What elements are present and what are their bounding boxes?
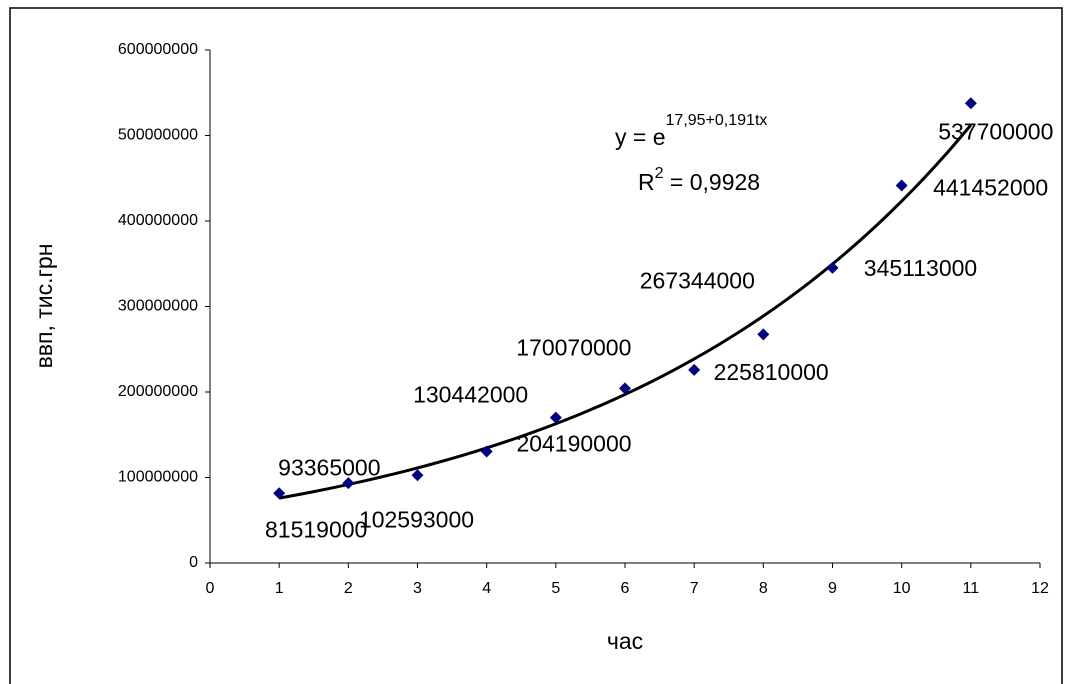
- r2-text: = 0,9928: [664, 169, 761, 195]
- r2-exponent: 2: [655, 165, 664, 182]
- data-point: [480, 445, 493, 458]
- x-tick-label: 5: [551, 580, 560, 597]
- data-point: [411, 469, 424, 482]
- trend-equation: y = e17,95+0,191tx: [615, 112, 767, 150]
- chart-frame: [9, 7, 1063, 684]
- data-label: 102593000: [359, 506, 474, 532]
- data-label: 267344000: [640, 267, 755, 293]
- x-tick-label: 9: [828, 580, 837, 597]
- x-tick-label: 10: [893, 580, 911, 597]
- data-point: [964, 97, 977, 110]
- data-label: 170070000: [516, 335, 631, 361]
- y-tick-label: 300000000: [118, 298, 198, 315]
- equation-exponent: 17,95+0,191tx: [666, 112, 768, 129]
- data-label: 225810000: [714, 359, 829, 385]
- data-label: 130442000: [413, 382, 528, 408]
- data-point: [688, 363, 701, 376]
- x-tick-label: 2: [344, 580, 353, 597]
- x-axis-title: час: [607, 628, 643, 654]
- r2-base: R: [638, 169, 655, 195]
- x-tick-label: 11: [963, 580, 980, 597]
- y-tick-label: 0: [189, 554, 198, 571]
- data-point: [549, 411, 562, 424]
- data-point: [757, 328, 770, 341]
- data-point: [273, 487, 286, 500]
- x-tick-label: 7: [690, 580, 699, 597]
- data-label: 537700000: [938, 118, 1053, 144]
- x-tick-label: 8: [759, 580, 768, 597]
- x-tick-label: 3: [413, 580, 422, 597]
- y-tick-label: 600000000: [118, 41, 198, 58]
- y-axis-title: ввп, тис.грн: [31, 244, 57, 369]
- data-label: 345113000: [864, 255, 977, 281]
- r-squared: R2 = 0,9928: [638, 165, 760, 195]
- x-tick-label: 1: [275, 580, 284, 597]
- x-tick-label: 4: [482, 580, 491, 597]
- trendline: [278, 124, 972, 500]
- data-point: [619, 382, 631, 395]
- data-point: [895, 179, 908, 192]
- x-tick-label: 0: [206, 580, 215, 597]
- y-tick-label: 400000000: [118, 212, 198, 229]
- data-point: [342, 477, 355, 490]
- y-tick-label: 100000000: [118, 469, 198, 486]
- y-tick-label: 200000000: [118, 383, 198, 400]
- data-label: 204190000: [516, 430, 631, 456]
- equation-base: y = e: [615, 124, 666, 150]
- data-label: 81519000: [265, 516, 367, 542]
- data-point: [826, 261, 839, 274]
- x-tick-label: 6: [621, 580, 630, 597]
- x-tick-label: 12: [1031, 580, 1049, 597]
- data-label: 441452000: [933, 175, 1048, 201]
- y-tick-label: 500000000: [118, 127, 198, 144]
- data-label: 93365000: [278, 454, 380, 480]
